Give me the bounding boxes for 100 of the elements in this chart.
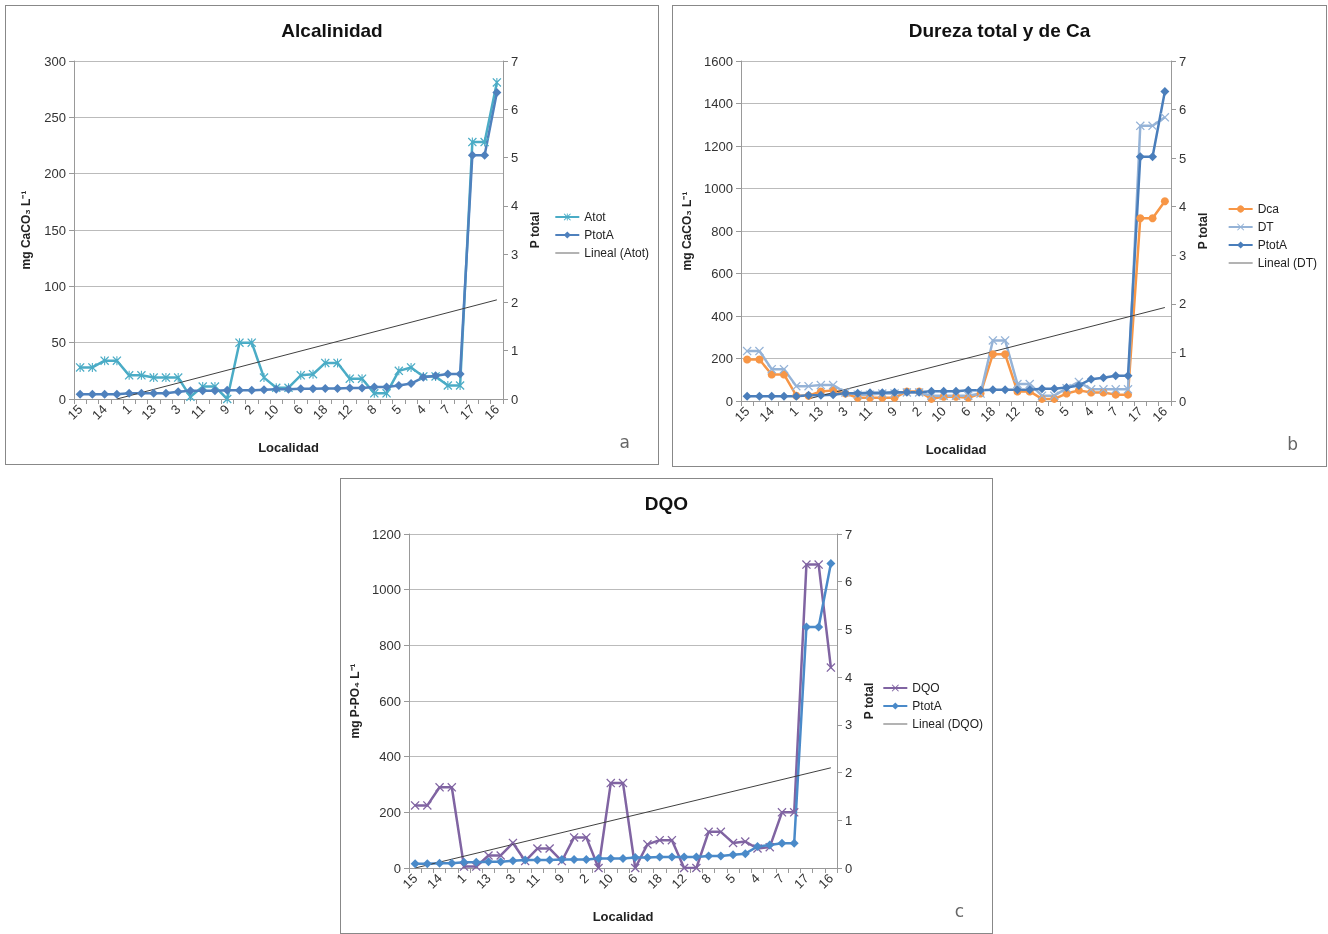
x-tick-label: 7: [437, 401, 454, 418]
x-tick-label: 2: [241, 401, 258, 418]
x-tick-label: 5: [722, 870, 739, 887]
x-tick-label: 4: [747, 870, 763, 887]
y2-axis-title: P total: [862, 682, 877, 720]
legend-label: Lineal (DT): [1257, 256, 1318, 270]
y2-tick-label: 3: [1179, 247, 1187, 263]
y2-tick-label: 3: [511, 246, 519, 262]
y2-tick-label: 7: [1179, 53, 1187, 69]
x-tick-label: 2: [575, 870, 592, 887]
x-tick-label: 3: [167, 401, 184, 418]
y2-tick-label: 1: [511, 343, 519, 359]
x-tick-label: 3: [502, 870, 519, 887]
y-tick-label: 150: [44, 222, 66, 238]
y2-tick-label: 5: [1179, 150, 1187, 166]
x-tick-label: 18: [644, 870, 665, 892]
y2-tick-label: 5: [511, 150, 519, 166]
y-tick-label: 1000: [372, 582, 401, 598]
y-tick-label: 1600: [704, 53, 733, 69]
x-tick-label: 13: [138, 401, 159, 423]
y2-tick-label: 0: [511, 391, 519, 407]
legend-label: DT: [1257, 220, 1275, 234]
x-tick-label: 11: [187, 401, 208, 422]
x-tick-label: 8: [363, 401, 380, 418]
x-tick-label: 11: [855, 403, 876, 424]
y2-tick-label: 4: [511, 198, 519, 214]
x-tick-label: 18: [309, 401, 331, 423]
x-axis-title: Localidad: [925, 442, 987, 457]
x-tick-label: 12: [668, 870, 690, 892]
legend-label: Atot: [584, 210, 607, 224]
y2-tick-label: 2: [511, 294, 519, 310]
y2-tick-label: 0: [1179, 393, 1187, 409]
x-tick-label: 14: [89, 401, 110, 423]
y-tick-label: 200: [44, 166, 66, 182]
x-tick-label: 11: [522, 870, 543, 891]
y2-tick-label: 6: [1179, 102, 1187, 118]
x-tick-label: 9: [884, 403, 900, 420]
x-tick-label: 5: [388, 401, 405, 418]
y2-axis-title: P total: [528, 211, 543, 249]
text: a: [619, 431, 630, 452]
legend-label: Lineal (Atot): [584, 246, 649, 260]
x-tick-label: 13: [472, 870, 494, 892]
y-tick-label: 0: [393, 860, 401, 876]
y2-tick-label: 1: [845, 812, 853, 828]
x-tick-label: 7: [1105, 403, 1122, 420]
x-axis-title: Localidad: [592, 909, 654, 924]
y-tick-label: 200: [711, 351, 733, 366]
y2-tick-label: 1: [1179, 344, 1187, 360]
y2-tick-label: 2: [845, 765, 853, 781]
y-tick-label: 200: [379, 804, 401, 820]
x-tick-label: 17: [790, 870, 812, 892]
x-tick-label: 12: [334, 401, 356, 423]
y-tick-label: 800: [379, 637, 401, 653]
x-tick-label: 10: [260, 401, 282, 423]
y-tick-label: 1400: [704, 96, 733, 111]
y-tick-label: 100: [44, 278, 66, 294]
legend-label: Lineal (DQO): [912, 717, 983, 731]
x-tick-label: 5: [1056, 403, 1072, 420]
y2-tick-label: 7: [845, 526, 853, 542]
y-axis-title: mg CaCO₃ L⁻¹: [680, 191, 695, 271]
y-tick-label: 0: [58, 391, 66, 407]
y2-tick-label: 2: [1179, 296, 1187, 312]
x-tick-label: 17: [456, 401, 478, 423]
x-axis-title: Localidad: [258, 440, 319, 455]
x-tick-label: 14: [424, 870, 445, 892]
x-tick-label: 3: [835, 403, 851, 420]
x-tick-label: 1: [453, 870, 470, 887]
x-tick-label: 4: [1080, 403, 1097, 420]
legend-label: Dca: [1257, 202, 1280, 216]
x-tick-label: 1: [118, 401, 135, 418]
y2-tick-label: 6: [845, 574, 853, 590]
y-tick-label: 800: [711, 223, 733, 239]
x-tick-label: 10: [928, 403, 950, 425]
x-tick-label: 4: [412, 401, 429, 418]
y2-tick-label: 7: [511, 53, 519, 69]
x-tick-label: 6: [957, 403, 974, 420]
x-tick-label: 16: [1149, 403, 1171, 425]
x-tick-label: 15: [64, 401, 86, 423]
x-tick-label: 13: [805, 403, 827, 425]
y-tick-label: 1000: [704, 181, 733, 196]
y-tick-label: 1200: [372, 526, 401, 542]
y-tick-label: 600: [379, 693, 401, 709]
x-tick-label: 15: [731, 403, 753, 425]
x-tick-label: 16: [481, 401, 503, 423]
x-tick-label: 1: [785, 403, 802, 420]
chart-title: Dureza total y de Ca: [908, 20, 1091, 41]
text: c: [954, 900, 965, 921]
y-tick-label: 250: [44, 109, 66, 125]
x-tick-label: 8: [698, 870, 714, 887]
text: b: [1287, 433, 1299, 454]
x-tick-label: 9: [216, 401, 233, 418]
y-tick-label: 600: [711, 266, 733, 281]
y-axis-title: mg P-PO₄ L⁻¹: [348, 663, 363, 739]
x-tick-label: 17: [1124, 403, 1146, 425]
y-axis-title: mg CaCO₃ L⁻¹: [19, 190, 33, 270]
legend-label: DQO: [912, 681, 940, 695]
x-tick-label: 7: [771, 870, 788, 887]
legend-label: PtotA: [584, 228, 614, 242]
y-tick-label: 400: [379, 749, 401, 765]
y2-tick-label: 5: [845, 621, 853, 637]
